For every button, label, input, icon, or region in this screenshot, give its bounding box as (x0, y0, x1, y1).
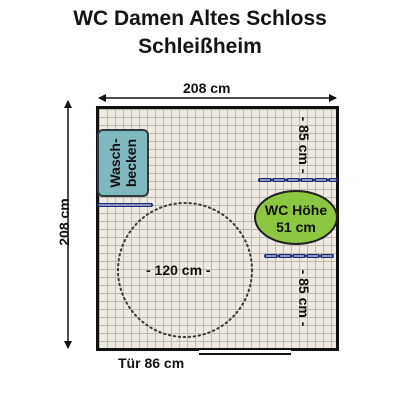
title-line-1: WC Damen Altes Schloss (73, 7, 327, 30)
toilet-label: WC Höhe 51 cm (256, 202, 336, 236)
wc-clearance-below-label: - 85 cm - (296, 269, 312, 327)
door-label: Tür 86 cm (118, 355, 185, 371)
turning-circle (117, 202, 253, 338)
wc-clearance-above-label: - 85 cm - (296, 116, 312, 174)
sink-label-line-2: becken (123, 138, 139, 188)
title-line-2: Schleißheim (138, 35, 262, 58)
turning-circle-label: - 120 cm - (146, 262, 211, 278)
width-label: 208 cm (183, 80, 231, 96)
door-opening (199, 350, 291, 355)
sink: Wasch- becken (97, 129, 149, 197)
toilet-label-line-2: 51 cm (276, 219, 316, 235)
sink-label-line-1: Wasch- (107, 138, 123, 188)
door-threshold (199, 353, 291, 355)
toilet: WC Höhe 51 cm (254, 190, 338, 245)
sink-label: Wasch- becken (107, 138, 139, 187)
toilet-label-line-1: WC Höhe (264, 202, 328, 218)
